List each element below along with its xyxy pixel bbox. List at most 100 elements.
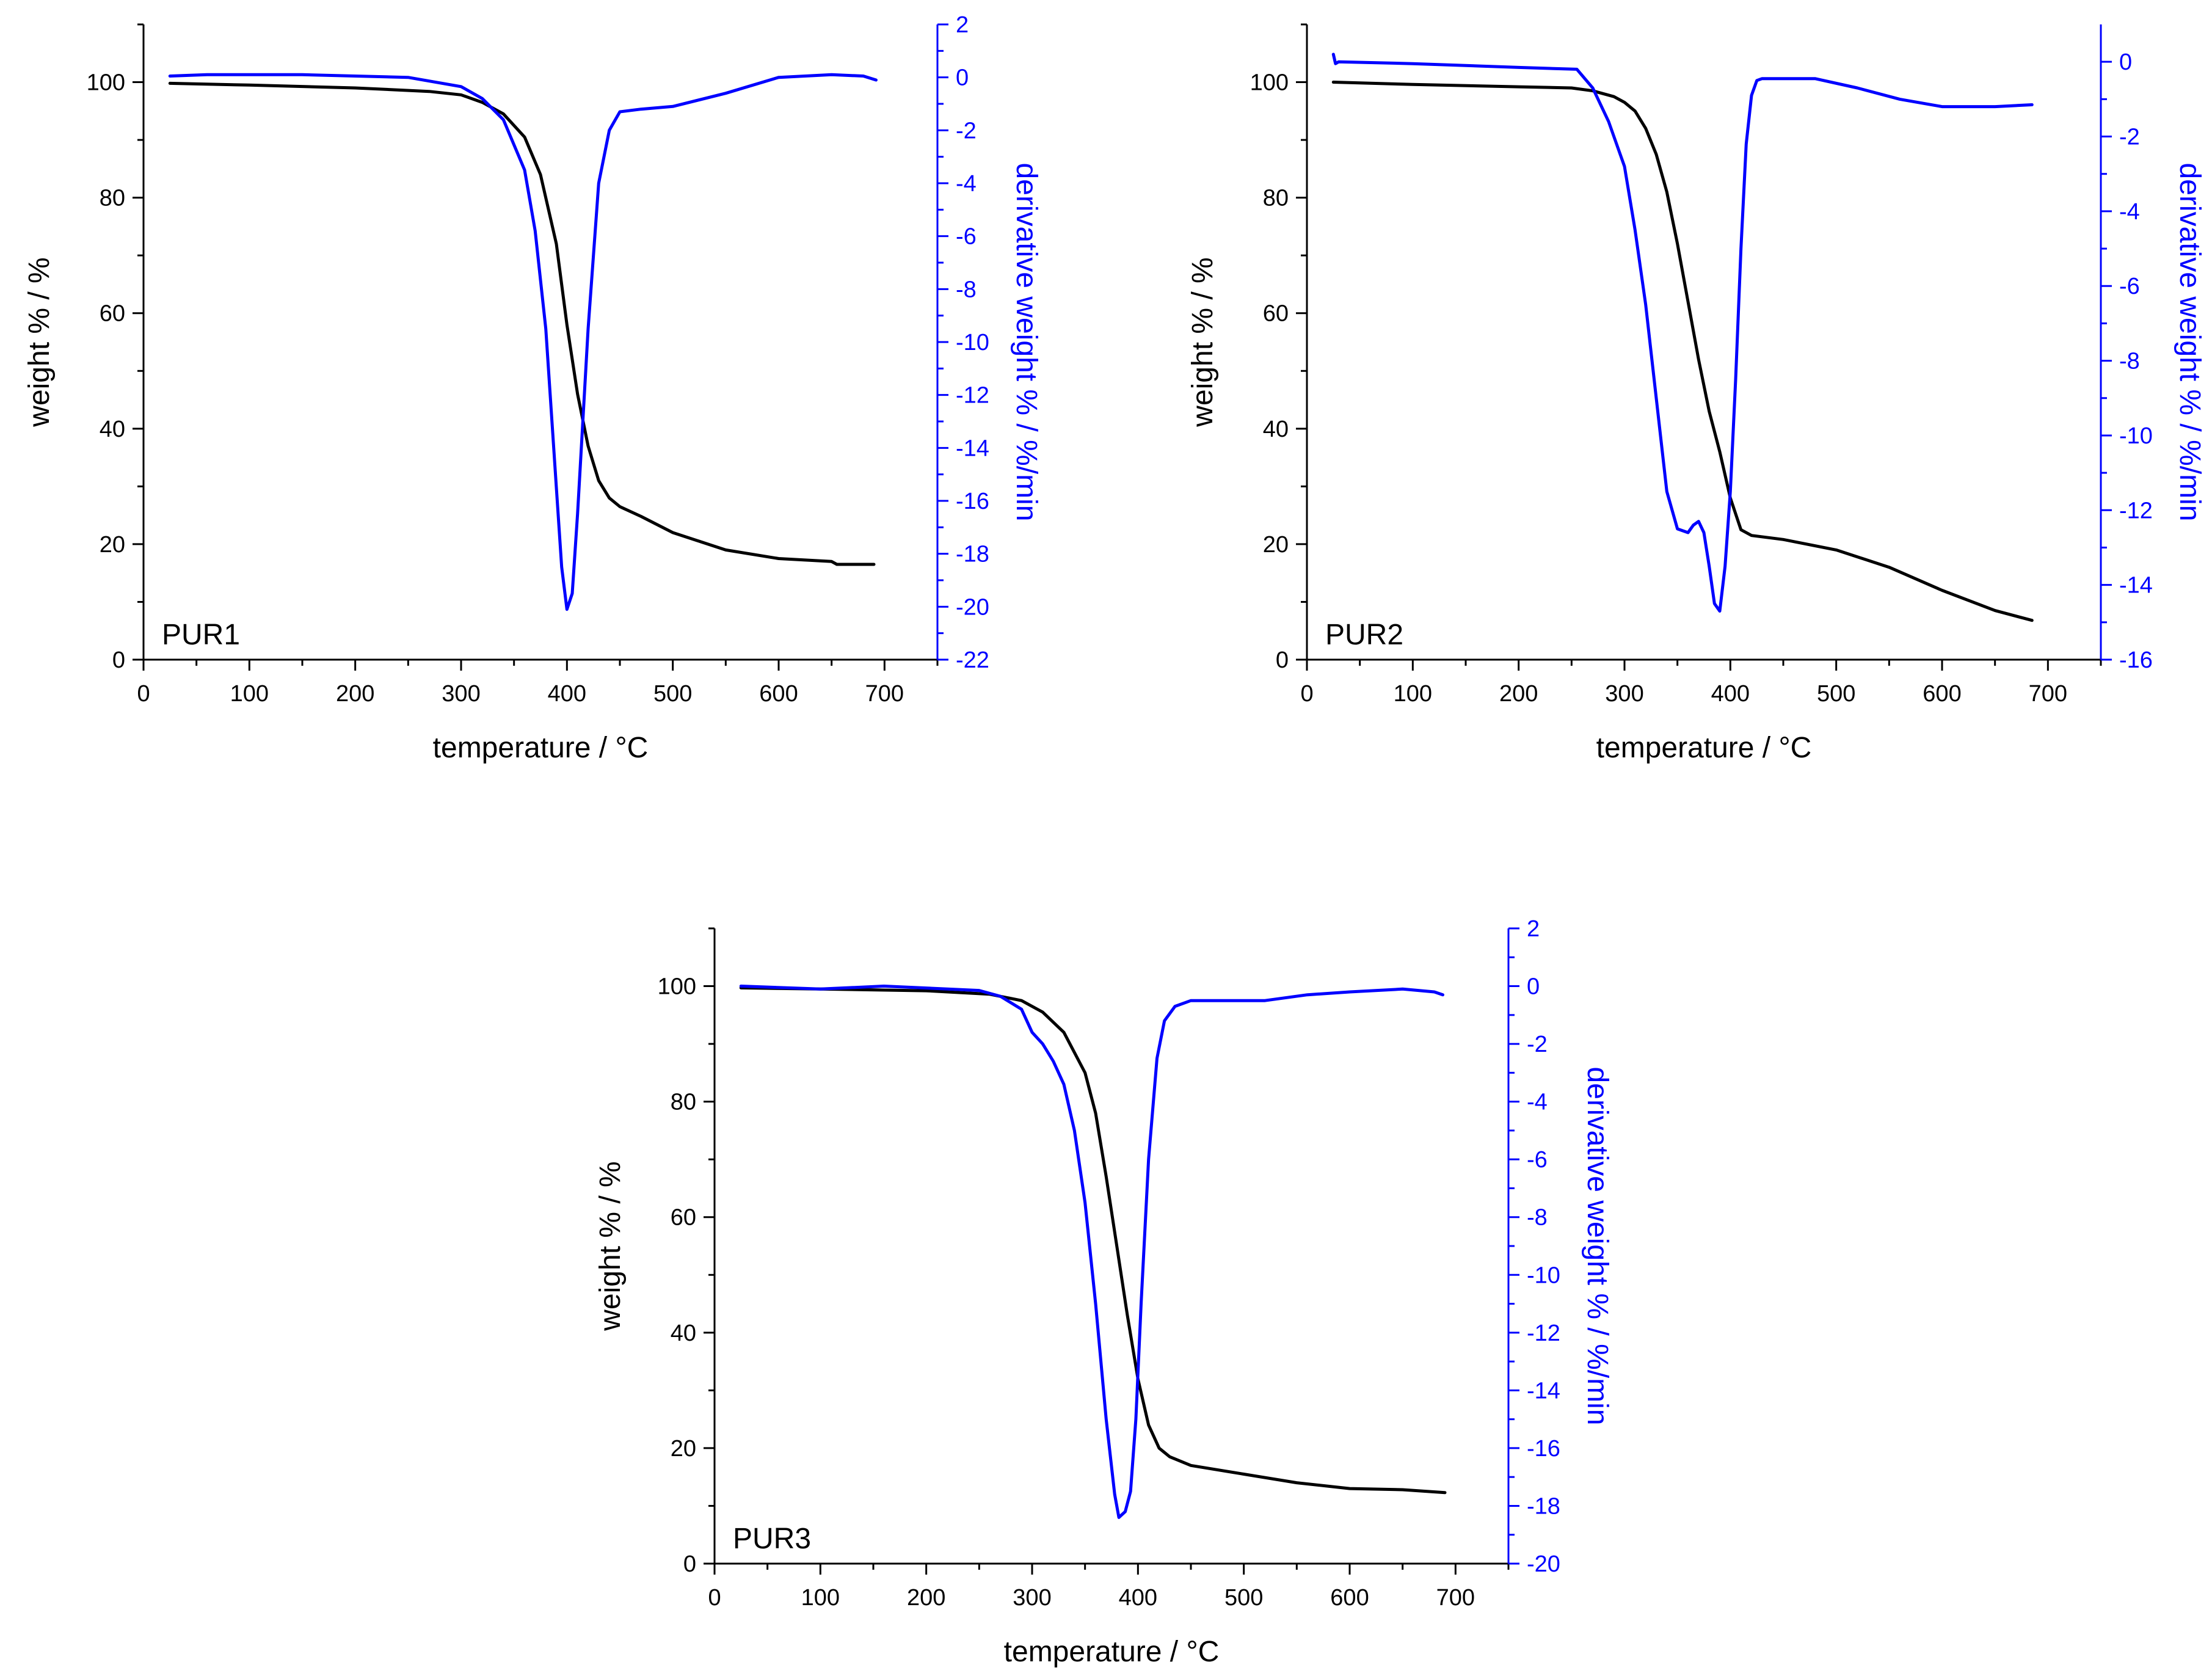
y2-tick-label-pur2: -14 [2119, 573, 2153, 599]
x-tick-label-pur1: 0 [137, 681, 150, 707]
y2-tick-label-pur1: -14 [956, 435, 989, 461]
x-tick-label-pur2: 600 [1923, 681, 1961, 707]
x-tick-label-pur1: 300 [442, 681, 480, 707]
y2-tick-label-pur1: -22 [956, 647, 989, 673]
derivative-weight-line-pur2 [1331, 53, 2034, 613]
y2-tick-label-pur2: -12 [2119, 498, 2153, 523]
y-tick-label-pur3: 20 [671, 1436, 696, 1462]
y2-tick-label-pur1: 0 [956, 65, 969, 91]
y2-tick-label-pur1: -4 [956, 171, 977, 197]
y-tick-label-pur1: 60 [100, 301, 125, 327]
y-tick-label-pur1: 0 [112, 647, 125, 673]
y2-axis-title-pur2: derivative weight % / %/min [2174, 163, 2206, 522]
y-axis-title-pur1: weight % / % [23, 257, 56, 427]
y-tick-label-pur2: 80 [1263, 186, 1289, 211]
x-tick-label-pur1: 400 [548, 681, 586, 707]
y2-tick-label-pur2: 0 [2119, 49, 2132, 75]
y-tick-label-pur2: 40 [1263, 417, 1289, 442]
y-axis-title-pur3: weight % / % [594, 1161, 627, 1331]
y-tick-label-pur2: 0 [1276, 647, 1289, 673]
y2-tick-label-pur3: -20 [1527, 1551, 1560, 1577]
y2-tick-label-pur2: -8 [2119, 349, 2140, 374]
x-tick-label-pur3: 700 [1436, 1585, 1475, 1611]
y2-tick-label-pur1: -8 [956, 277, 977, 302]
x-tick-label-pur1: 600 [759, 681, 798, 707]
y2-tick-label-pur1: -6 [956, 224, 977, 250]
y-tick-label-pur1: 80 [100, 186, 125, 211]
y-tick-label-pur1: 20 [100, 532, 125, 558]
y-tick-label-pur1: 100 [87, 70, 125, 96]
axes-pur1: 0 100 200 300 400 500 600 70002040608010020-2-4… [87, 12, 989, 707]
weight-line-pur3 [739, 986, 1447, 1495]
x-tick-label-pur2: 0 [1300, 681, 1313, 707]
y2-tick-label-pur3: -10 [1527, 1262, 1560, 1288]
y-axis-title-pur2: weight % / % [1187, 257, 1219, 427]
weight-line-pur2 [1331, 81, 2034, 622]
x-tick-label-pur3: 300 [1013, 1585, 1051, 1611]
y2-tick-label-pur3: -12 [1527, 1321, 1560, 1346]
y-tick-label-pur2: 20 [1263, 532, 1289, 558]
x-tick-label-pur2: 300 [1605, 681, 1643, 707]
y2-tick-label-pur2: -2 [2119, 125, 2140, 150]
x-tick-label-pur2: 200 [1499, 681, 1538, 707]
y-tick-label-pur3: 40 [671, 1321, 696, 1346]
x-tick-label-pur1: 700 [865, 681, 904, 707]
derivative-weight-line-pur1 [168, 73, 878, 611]
panel-pur3: 0 100 200 300 400 500 600 70002040608010020-2-4… [594, 916, 1614, 1668]
y2-tick-label-pur1: -10 [956, 330, 989, 355]
panel-label-pur3: PUR3 [733, 1523, 811, 1555]
y-tick-label-pur1: 40 [100, 417, 125, 442]
y2-axis-title-pur1: derivative weight % / %/min [1010, 163, 1042, 522]
axes-pur3: 0 100 200 300 400 500 600 70002040608010020-2-4… [658, 916, 1560, 1611]
y2-tick-label-pur2: -4 [2119, 199, 2140, 225]
x-axis-title-pur2: temperature / °C [1596, 732, 1812, 764]
x-tick-label-pur3: 600 [1330, 1585, 1369, 1611]
derivative-weight-line-pur3 [739, 985, 1444, 1519]
y2-tick-label-pur3: -16 [1527, 1436, 1560, 1462]
y-tick-label-pur2: 60 [1263, 301, 1289, 327]
y2-tick-label-pur1: -18 [956, 542, 989, 567]
x-tick-label-pur3: 0 [708, 1585, 721, 1611]
y-tick-label-pur2: 100 [1250, 70, 1289, 96]
x-tick-label-pur2: 700 [2029, 681, 2067, 707]
y2-tick-label-pur3: -14 [1527, 1378, 1560, 1404]
x-tick-label-pur2: 100 [1394, 681, 1432, 707]
x-axis-title-pur3: temperature / °C [1004, 1636, 1220, 1668]
y-tick-label-pur3: 60 [671, 1205, 696, 1231]
x-axis-title-pur1: temperature / °C [433, 732, 649, 764]
panel-pur2: 0 100 200 300 400 500 600 700 0 20 40 60 80 100 0 -2 -4 -… [1187, 23, 2206, 764]
x-tick-label-pur1: 100 [230, 681, 269, 707]
y2-tick-label-pur1: -12 [956, 383, 989, 409]
y2-tick-label-pur2: -6 [2119, 274, 2140, 299]
x-tick-label-pur3: 100 [801, 1585, 840, 1611]
panel-label-pur1: PUR1 [162, 619, 240, 651]
x-tick-label-pur1: 200 [336, 681, 374, 707]
y-tick-label-pur3: 100 [658, 974, 696, 1000]
y2-tick-label-pur3: -8 [1527, 1205, 1548, 1231]
x-tick-label-pur2: 400 [1711, 681, 1750, 707]
y2-tick-label-pur1: -16 [956, 489, 989, 514]
y2-tick-label-pur3: -2 [1527, 1032, 1548, 1057]
y2-axis-title-pur3: derivative weight % / %/min [1581, 1067, 1614, 1426]
y2-tick-label-pur2: -10 [2119, 423, 2153, 449]
y2-tick-label-pur3: 0 [1527, 974, 1540, 1000]
y2-tick-label-pur3: -4 [1527, 1090, 1548, 1115]
x-tick-label-pur3: 200 [907, 1585, 945, 1611]
x-tick-label-pur2: 500 [1817, 681, 1855, 707]
y-tick-label-pur3: 0 [683, 1551, 696, 1577]
y2-tick-label-pur1: -20 [956, 594, 989, 620]
weight-line-pur1 [168, 81, 876, 566]
y2-tick-label-pur3: 2 [1527, 916, 1540, 942]
x-tick-label-pur3: 500 [1224, 1585, 1263, 1611]
y2-tick-label-pur3: -18 [1527, 1493, 1560, 1519]
y2-tick-label-pur2: -16 [2119, 647, 2153, 673]
x-tick-label-pur3: 400 [1119, 1585, 1157, 1611]
panel-label-pur2: PUR2 [1325, 619, 1403, 651]
axes-pur2: 0 100 200 300 400 500 600 700 0 20 40 60 80 100 0 -2 -4 -… [1250, 23, 2153, 707]
y2-tick-label-pur1: -2 [956, 118, 977, 144]
y2-tick-label-pur3: -6 [1527, 1147, 1548, 1173]
y-tick-label-pur3: 80 [671, 1090, 696, 1115]
y2-tick-label-pur1: 2 [956, 12, 969, 38]
x-tick-label-pur1: 500 [653, 681, 692, 707]
